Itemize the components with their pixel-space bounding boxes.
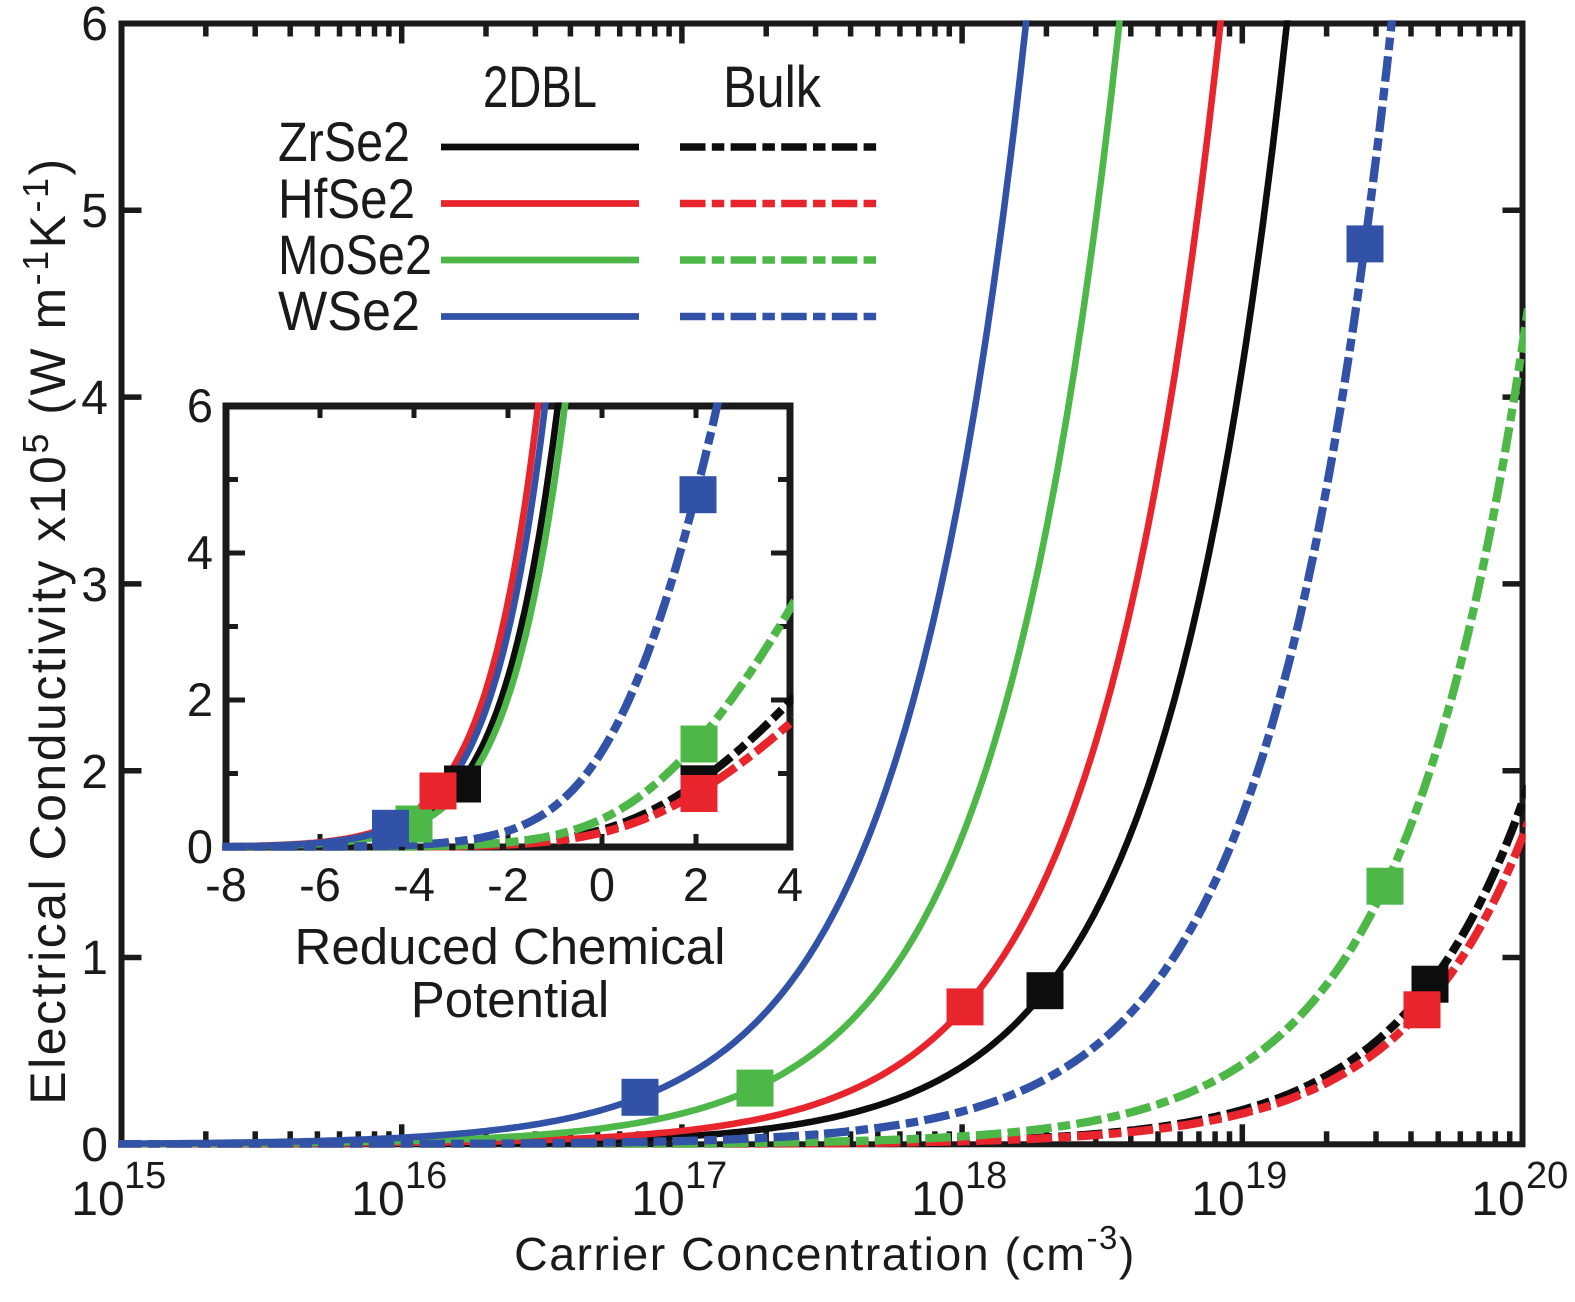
svg-text:2: 2 (81, 746, 108, 799)
svg-text:4: 4 (81, 372, 108, 425)
svg-text:18: 18 (965, 1155, 1007, 1197)
svg-text:0: 0 (187, 820, 213, 873)
svg-text:HfSe2: HfSe2 (278, 167, 415, 230)
svg-text:10: 10 (351, 1173, 404, 1226)
svg-text:-2: -2 (487, 858, 529, 911)
svg-text:10: 10 (1471, 1173, 1524, 1226)
svg-text:Carrier Concentration (cm-3): Carrier Concentration (cm-3) (514, 1219, 1136, 1280)
svg-text:6: 6 (187, 379, 213, 432)
svg-text:15: 15 (124, 1155, 166, 1197)
svg-text:Electrical Conductivity x105 (: Electrical Conductivity x105 (W m-1K-1) (15, 156, 76, 1104)
svg-text:0: 0 (81, 1119, 108, 1172)
svg-text:MoSe2: MoSe2 (278, 223, 432, 286)
svg-text:0: 0 (589, 858, 615, 911)
svg-text:16: 16 (405, 1155, 447, 1197)
svg-text:17: 17 (685, 1155, 727, 1197)
svg-text:-6: -6 (299, 858, 341, 911)
svg-text:10: 10 (1191, 1173, 1244, 1226)
svg-text:1: 1 (81, 932, 108, 985)
svg-text:2: 2 (683, 858, 709, 911)
svg-text:Potential: Potential (411, 971, 609, 1028)
svg-text:2: 2 (187, 673, 213, 726)
svg-text:5: 5 (81, 185, 108, 238)
svg-text:4: 4 (777, 858, 803, 911)
svg-text:-4: -4 (393, 858, 435, 911)
svg-text:6: 6 (81, 0, 108, 51)
svg-text:10: 10 (911, 1173, 964, 1226)
svg-text:20: 20 (1526, 1155, 1568, 1197)
svg-text:Reduced Chemical: Reduced Chemical (295, 918, 726, 975)
svg-text:3: 3 (81, 559, 108, 612)
svg-text:Bulk: Bulk (723, 55, 822, 120)
svg-text:-8: -8 (205, 858, 247, 911)
svg-text:2DBL: 2DBL (483, 55, 597, 120)
svg-text:10: 10 (631, 1173, 684, 1226)
svg-text:10: 10 (71, 1173, 124, 1226)
svg-text:4: 4 (187, 526, 213, 579)
svg-text:WSe2: WSe2 (278, 279, 420, 342)
svg-text:ZrSe2: ZrSe2 (278, 110, 410, 173)
svg-text:19: 19 (1245, 1155, 1287, 1197)
